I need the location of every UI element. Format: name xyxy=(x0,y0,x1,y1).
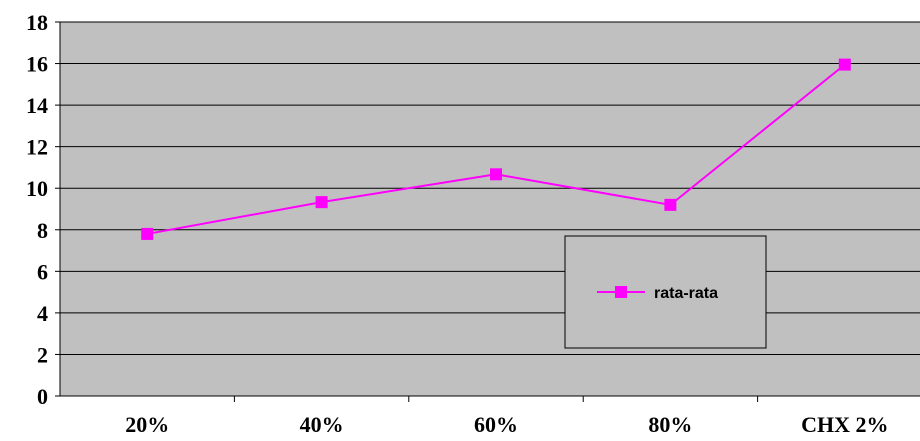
y-tick-label: 0 xyxy=(37,384,48,409)
legend-label: rata-rata xyxy=(654,285,718,302)
y-tick-label: 6 xyxy=(37,259,48,284)
x-tick-label: 60% xyxy=(474,412,518,436)
data-point-marker xyxy=(141,227,154,240)
data-point-marker xyxy=(490,168,502,181)
data-point-marker xyxy=(664,198,677,211)
plot-area xyxy=(60,22,920,396)
grid-lines xyxy=(55,21,920,397)
y-tick-label: 12 xyxy=(26,135,48,160)
x-axis-tick-labels: 20% 40% 60% 80% CHX 2% xyxy=(125,396,888,437)
y-tick-label: 4 xyxy=(37,301,48,326)
series-rata-rata xyxy=(141,58,851,240)
data-point-marker xyxy=(838,58,851,71)
y-tick-label: 10 xyxy=(26,176,48,201)
legend: rata-rata xyxy=(564,235,767,349)
x-tick-label: CHX 2% xyxy=(801,412,888,436)
x-tick-label: 80% xyxy=(648,412,692,436)
y-tick-label: 14 xyxy=(26,93,48,118)
x-tick-label: 40% xyxy=(300,412,344,436)
x-tick-label: 20% xyxy=(125,412,169,436)
y-tick-label: 16 xyxy=(26,52,48,77)
legend-marker-swatch xyxy=(615,286,627,298)
y-tick-label: 2 xyxy=(37,342,48,367)
y-tick-label: 18 xyxy=(26,10,48,35)
y-tick-label: 8 xyxy=(37,218,48,243)
data-point-marker xyxy=(315,196,328,209)
y-axis-tick-labels: 0 2 4 6 8 10 12 14 16 18 xyxy=(26,10,48,409)
